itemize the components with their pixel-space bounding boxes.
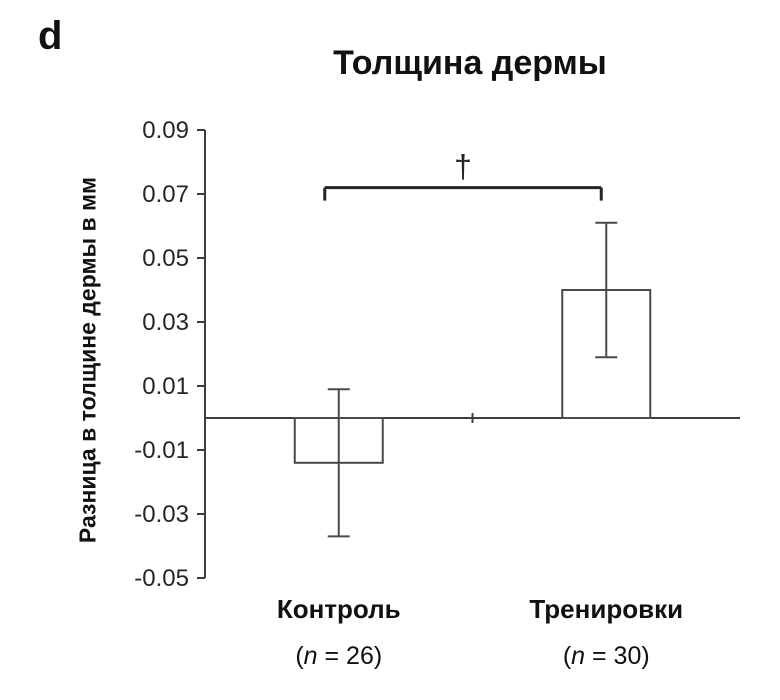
y-tick-label: -0.03 [134, 501, 189, 528]
category-label: Контроль [277, 594, 401, 624]
panel-letter: d [38, 14, 63, 58]
category-label: Тренировки [529, 594, 683, 624]
category-sublabel: (n = 30) [563, 642, 650, 670]
y-axis-label: Разница в толщине дермы в мм [74, 176, 101, 544]
significance-symbol: † [454, 149, 472, 185]
y-tick-label: -0.01 [134, 437, 189, 464]
y-tick-label: 0.03 [142, 309, 189, 336]
category-sublabel: (n = 26) [295, 642, 382, 670]
chart-title: Толщина дермы [333, 44, 607, 82]
y-tick-label: 0.05 [142, 245, 189, 272]
y-tick-label: 0.07 [142, 181, 189, 208]
y-tick-label: -0.05 [134, 565, 189, 592]
y-tick-label: 0.09 [142, 117, 189, 144]
y-tick-label: 0.01 [142, 373, 189, 400]
